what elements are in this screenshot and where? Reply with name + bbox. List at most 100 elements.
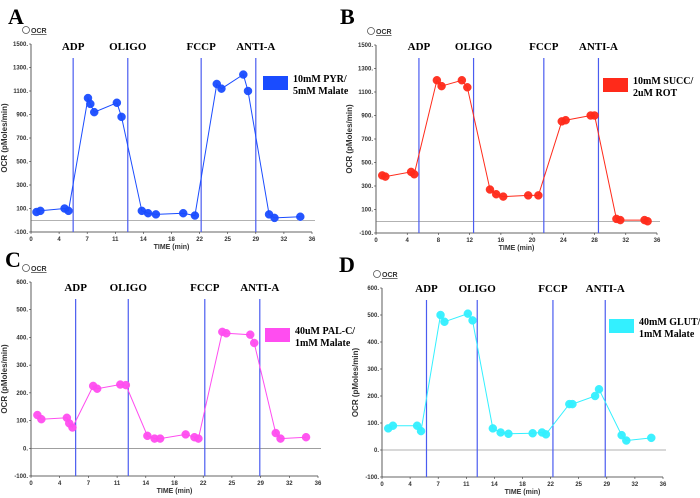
data-point [617, 430, 626, 440]
data-point [245, 330, 255, 339]
y-tick-label: -100. [14, 230, 28, 236]
ocr-legend-circle-icon [22, 26, 30, 34]
data-point [409, 170, 419, 179]
data-point [416, 426, 426, 436]
x-tick-label: 28 [591, 238, 598, 244]
legend-swatch [265, 328, 290, 342]
injection-label: ANTI-A [579, 41, 618, 53]
ocr-legend-label: OCR [31, 266, 47, 273]
legend-label: 10mM PYR/ [293, 74, 347, 85]
panel-b: B OCR -100. 100. 300. 500. 700. 900. 1100. 1300. 1… [340, 4, 693, 252]
data-point [270, 213, 279, 223]
x-axis-title: TIME (min) [154, 244, 190, 251]
x-tick-label: 25 [229, 481, 236, 487]
ocr-legend-label: OCR [376, 29, 392, 36]
y-tick-label: 400. [367, 340, 379, 346]
legend-swatch [263, 76, 288, 90]
x-tick-label: 14 [140, 237, 147, 243]
legend-label: 1mM Malate [295, 338, 351, 349]
x-tick-label: 32 [622, 238, 629, 244]
y-tick-label: 0. [374, 448, 379, 454]
data-point [271, 428, 280, 438]
y-tick-label: 900. [16, 113, 28, 119]
x-tick-label: 4 [408, 482, 412, 488]
data-point [89, 107, 99, 117]
y-tick-label: -100. [14, 474, 28, 480]
ocr-legend-circle-icon [367, 27, 375, 35]
data-point [647, 433, 656, 443]
injection-label: FCCP [529, 41, 559, 53]
x-axis-title: TIME (min) [157, 488, 193, 495]
data-point [86, 99, 95, 109]
panel-label: B [340, 4, 355, 29]
panel-a: A OCR -100. 100. 300. 500. 700. 900. 1100. 1300. 1… [0, 4, 349, 251]
x-tick-label: 25 [575, 482, 582, 488]
data-point [437, 81, 446, 91]
x-tick-label: 29 [257, 481, 264, 487]
data-point [92, 384, 102, 393]
x-tick-label: 4 [406, 238, 410, 244]
data-point [457, 76, 467, 85]
data-point [296, 212, 305, 221]
y-tick-label: 1100. [358, 90, 373, 96]
injection-label: OLIGO [110, 282, 148, 294]
y-tick-label: -100. [359, 231, 373, 237]
data-point [178, 208, 188, 218]
injection-label: OLIGO [459, 283, 497, 295]
y-tick-label: 500. [16, 160, 28, 166]
x-tick-label: 0 [29, 237, 33, 243]
y-tick-label: 400. [16, 335, 28, 341]
y-tick-label: 1500. [13, 42, 28, 48]
data-point [498, 192, 508, 201]
x-tick-label: 32 [286, 481, 293, 487]
data-point [117, 112, 126, 122]
y-tick-label: 0. [23, 446, 28, 452]
y-axis-title: OCR (pMoles/min) [0, 103, 9, 173]
data-point [276, 434, 285, 443]
data-point [523, 191, 533, 200]
x-tick-label: 4 [58, 481, 62, 487]
x-tick-label: 4 [57, 237, 61, 243]
data-point [463, 83, 472, 92]
x-tick-label: 11 [112, 237, 119, 243]
x-tick-label: 18 [171, 481, 178, 487]
y-tick-label: 300. [16, 363, 28, 369]
data-point [485, 185, 495, 194]
series-line [37, 331, 307, 440]
injection-label: OLIGO [455, 41, 493, 53]
y-tick-label: 600. [16, 280, 28, 286]
x-tick-label: 0 [29, 481, 33, 487]
y-tick-label: 100. [16, 207, 28, 213]
x-tick-label: 29 [252, 237, 259, 243]
injection-label: ADP [62, 41, 85, 53]
data-point [249, 338, 259, 348]
data-point [217, 84, 226, 93]
legend-label: 1mM Malate [639, 329, 695, 340]
y-tick-label: 900. [361, 114, 373, 120]
data-point [496, 428, 505, 437]
y-axis-title: OCR (pMoles/min) [345, 104, 354, 174]
data-point [622, 436, 631, 445]
x-tick-label: 0 [374, 238, 378, 244]
data-point [243, 86, 253, 96]
y-tick-label: 500. [367, 313, 379, 319]
injection-label: ANTI-A [240, 282, 279, 294]
y-tick-label: 1500. [358, 43, 373, 49]
x-tick-label: 14 [491, 482, 498, 488]
data-point [616, 215, 625, 225]
x-axis-title: TIME (min) [505, 489, 541, 496]
data-point [436, 310, 445, 320]
data-point [239, 70, 248, 79]
injection-label: ANTI-A [236, 41, 275, 53]
data-point [112, 98, 122, 107]
y-tick-label: 1300. [358, 67, 373, 73]
y-tick-label: 1100. [13, 89, 28, 95]
legend-swatch [609, 319, 634, 333]
ocr-legend-circle-icon [373, 270, 381, 278]
data-point [463, 309, 473, 318]
injection-label: ADP [415, 283, 438, 295]
x-tick-label: 29 [603, 482, 610, 488]
y-tick-label: 700. [16, 136, 28, 142]
data-point [68, 423, 77, 432]
